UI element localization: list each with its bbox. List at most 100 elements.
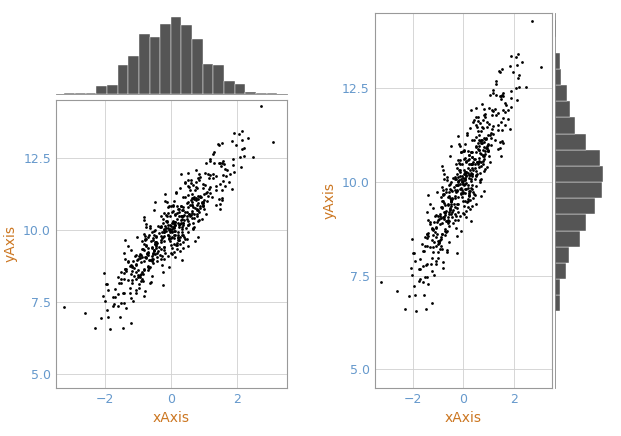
Point <box>429 271 439 278</box>
Point <box>185 187 195 194</box>
Point <box>456 190 466 197</box>
Point <box>437 198 447 204</box>
Point <box>438 214 448 221</box>
Point <box>138 214 148 221</box>
Point <box>119 300 129 307</box>
Point <box>476 163 486 170</box>
Point <box>441 185 451 192</box>
Point <box>443 213 453 220</box>
Point <box>181 236 191 243</box>
Point <box>169 232 179 239</box>
Point <box>131 260 141 267</box>
Point <box>181 224 191 231</box>
Point <box>159 209 169 216</box>
Point <box>473 160 483 167</box>
Point <box>128 257 138 264</box>
Point <box>165 238 175 245</box>
Point <box>127 276 137 283</box>
Point <box>211 182 221 189</box>
Point <box>471 121 481 128</box>
Point <box>197 200 207 207</box>
Point <box>455 213 465 220</box>
Point <box>442 173 451 180</box>
Point <box>481 135 491 142</box>
Point <box>131 275 141 282</box>
Point <box>479 188 489 195</box>
Point <box>182 212 192 219</box>
Point <box>424 230 433 237</box>
Point <box>166 202 176 209</box>
Point <box>173 219 183 226</box>
Point <box>158 246 168 253</box>
Point <box>207 194 217 201</box>
Point <box>464 192 474 199</box>
Point <box>120 268 130 275</box>
Point <box>193 175 203 182</box>
Point <box>201 159 211 166</box>
Point <box>141 220 151 227</box>
Point <box>174 209 184 216</box>
Bar <box>555 101 570 117</box>
Point <box>465 171 475 178</box>
Point <box>157 229 167 236</box>
Point <box>120 266 130 273</box>
Point <box>464 190 474 197</box>
Point <box>169 224 179 231</box>
Point <box>438 187 448 194</box>
Point <box>169 241 179 248</box>
Point <box>470 165 480 172</box>
Point <box>461 159 471 166</box>
Point <box>198 184 208 191</box>
Point <box>537 64 546 71</box>
Point <box>495 92 505 99</box>
Point <box>453 193 463 200</box>
Point <box>439 191 449 198</box>
Point <box>162 217 172 224</box>
Point <box>176 203 186 210</box>
Point <box>505 87 515 94</box>
Point <box>188 225 198 232</box>
Point <box>400 306 410 313</box>
Point <box>99 297 109 304</box>
Point <box>487 86 497 93</box>
Point <box>80 310 90 317</box>
Point <box>137 254 147 261</box>
Point <box>476 158 486 165</box>
Point <box>439 215 449 222</box>
Point <box>186 211 196 218</box>
Point <box>453 177 463 184</box>
Point <box>170 219 180 226</box>
Point <box>452 187 462 194</box>
Point <box>476 150 486 157</box>
Point <box>427 225 437 232</box>
Point <box>440 225 450 232</box>
Point <box>455 161 465 168</box>
Point <box>456 228 466 235</box>
Point <box>460 177 470 184</box>
Point <box>229 129 239 136</box>
Point <box>417 240 427 247</box>
Point <box>139 266 149 273</box>
Point <box>451 224 461 231</box>
Point <box>142 255 152 262</box>
Point <box>150 238 160 245</box>
Point <box>116 313 125 320</box>
Point <box>422 242 432 249</box>
Point <box>478 146 488 153</box>
X-axis label: xAxis: xAxis <box>445 412 482 426</box>
Point <box>479 156 489 163</box>
Point <box>497 140 507 147</box>
Point <box>150 246 160 253</box>
Point <box>189 211 199 218</box>
Point <box>194 234 204 241</box>
Point <box>472 123 482 130</box>
Point <box>214 141 224 148</box>
Point <box>446 195 456 202</box>
Point <box>440 209 450 216</box>
Point <box>427 267 437 274</box>
Point <box>493 146 503 153</box>
Point <box>149 247 159 254</box>
Point <box>235 154 245 161</box>
Point <box>462 129 472 136</box>
Point <box>151 241 161 248</box>
